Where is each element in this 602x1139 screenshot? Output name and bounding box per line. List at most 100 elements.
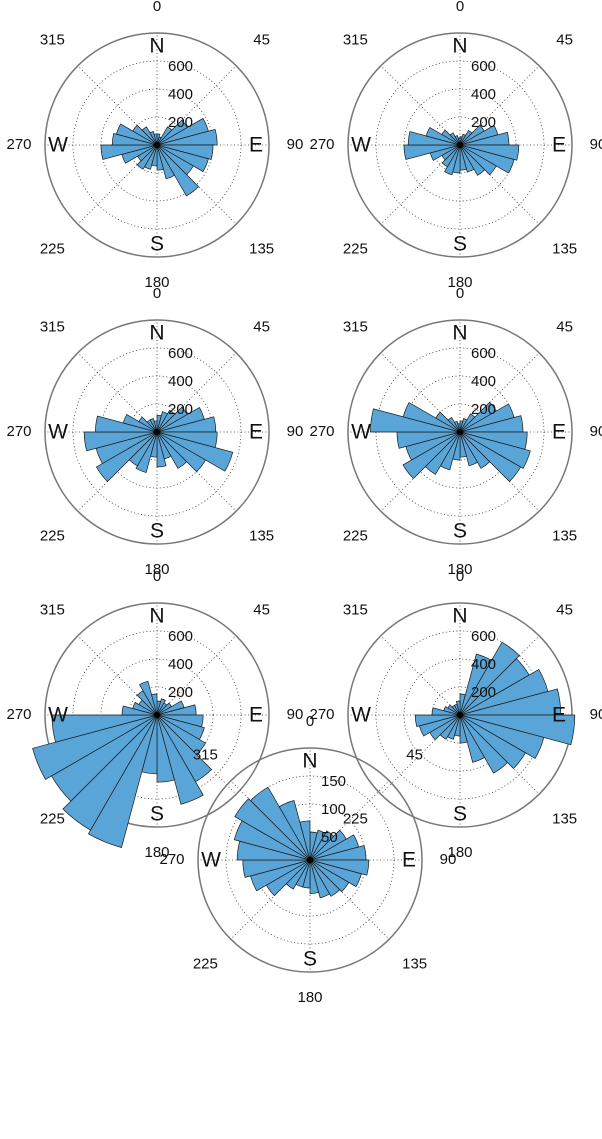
outer-circle [44, 32, 270, 258]
angle-label: 225 [40, 528, 65, 545]
wedge [95, 431, 158, 482]
wedge [87, 714, 158, 848]
angle-label: 270 [6, 706, 31, 723]
compass-label: N [452, 35, 467, 58]
angle-label: 135 [552, 811, 577, 828]
wedge [402, 402, 461, 433]
r-tick-label: 400 [168, 373, 193, 390]
angle-label: 0 [153, 568, 161, 585]
angle-label: 135 [249, 241, 274, 258]
wedge [234, 798, 311, 861]
wedge [156, 144, 209, 173]
angle-label: 225 [193, 956, 218, 973]
wedge [459, 714, 526, 769]
angle-label: 315 [343, 601, 368, 618]
wedge [459, 714, 468, 744]
angle-label: 135 [552, 241, 577, 258]
angle-label: 45 [253, 31, 270, 48]
r-tick-label: 400 [168, 656, 193, 673]
wedge [309, 859, 320, 894]
wedge [459, 431, 491, 469]
angle-label: 0 [306, 713, 314, 730]
grid-spoke [459, 352, 540, 433]
wedge [459, 431, 478, 467]
angle-label: 90 [590, 706, 602, 723]
angle-label: 0 [456, 568, 464, 585]
wedge [156, 144, 164, 171]
wedge [156, 144, 200, 197]
grid-spoke [309, 780, 390, 861]
center-dot [154, 712, 160, 718]
r-tick-label: 200 [471, 114, 496, 131]
angle-label: 45 [253, 318, 270, 335]
compass-label: W [48, 421, 68, 444]
r-tick-label: 150 [321, 773, 346, 790]
angle-label: 315 [343, 31, 368, 48]
wedge [138, 416, 158, 433]
compass-label: E [249, 704, 263, 727]
angle-label: 315 [343, 318, 368, 335]
compass-label: W [351, 134, 371, 157]
angle-label: 90 [287, 706, 304, 723]
wedge [156, 431, 167, 468]
angle-label: 90 [590, 136, 602, 153]
wedge [449, 132, 461, 146]
compass-label: S [303, 948, 317, 971]
angle-label: 0 [153, 0, 161, 15]
wedge [149, 131, 158, 146]
grid-spoke [380, 635, 461, 716]
wedge [141, 126, 158, 146]
r-tick-label: 600 [471, 58, 496, 75]
grid-spoke [309, 859, 390, 940]
r-tick-label: 600 [471, 345, 496, 362]
wedge [139, 680, 158, 716]
compass-label: W [48, 704, 68, 727]
compass-label: S [453, 520, 467, 543]
compass-label: E [552, 704, 566, 727]
angle-label: 225 [40, 241, 65, 258]
outer-circle [347, 319, 573, 545]
angle-label: 270 [309, 706, 334, 723]
wedge [425, 127, 461, 146]
wedge [299, 820, 311, 861]
wedge [62, 714, 158, 831]
angle-label: 270 [6, 136, 31, 153]
wedge [309, 859, 350, 893]
center-dot [154, 429, 160, 435]
angle-label: 45 [556, 318, 573, 335]
r-tick-label: 400 [471, 373, 496, 390]
compass-label: W [351, 704, 371, 727]
wedge [156, 431, 188, 469]
wedge [100, 144, 158, 160]
angle-label: 315 [40, 318, 65, 335]
wedge [309, 859, 331, 899]
angle-label: 0 [456, 285, 464, 302]
wedge [402, 431, 461, 480]
compass-label: N [452, 322, 467, 345]
wedge [414, 714, 461, 728]
outer-circle [44, 319, 270, 545]
angle-label: 180 [144, 274, 169, 291]
r-tick-label: 600 [471, 628, 496, 645]
outer-circle [44, 602, 270, 828]
outer-circle [347, 32, 573, 258]
compass-label: N [149, 322, 164, 345]
angle-label: 90 [287, 423, 304, 440]
angle-label: 180 [297, 989, 322, 1006]
angle-label: 90 [287, 136, 304, 153]
center-dot [154, 142, 160, 148]
r-tick-label: 50 [321, 829, 338, 846]
wedge [447, 704, 461, 716]
wedge [403, 144, 461, 160]
wedge [278, 800, 311, 861]
angle-label: 315 [193, 746, 218, 763]
r-tick-label: 200 [168, 401, 193, 418]
r-tick-label: 200 [168, 114, 193, 131]
wedge [156, 714, 175, 783]
wedge [32, 714, 158, 780]
wedge [149, 418, 158, 433]
r-tick-label: 400 [168, 86, 193, 103]
